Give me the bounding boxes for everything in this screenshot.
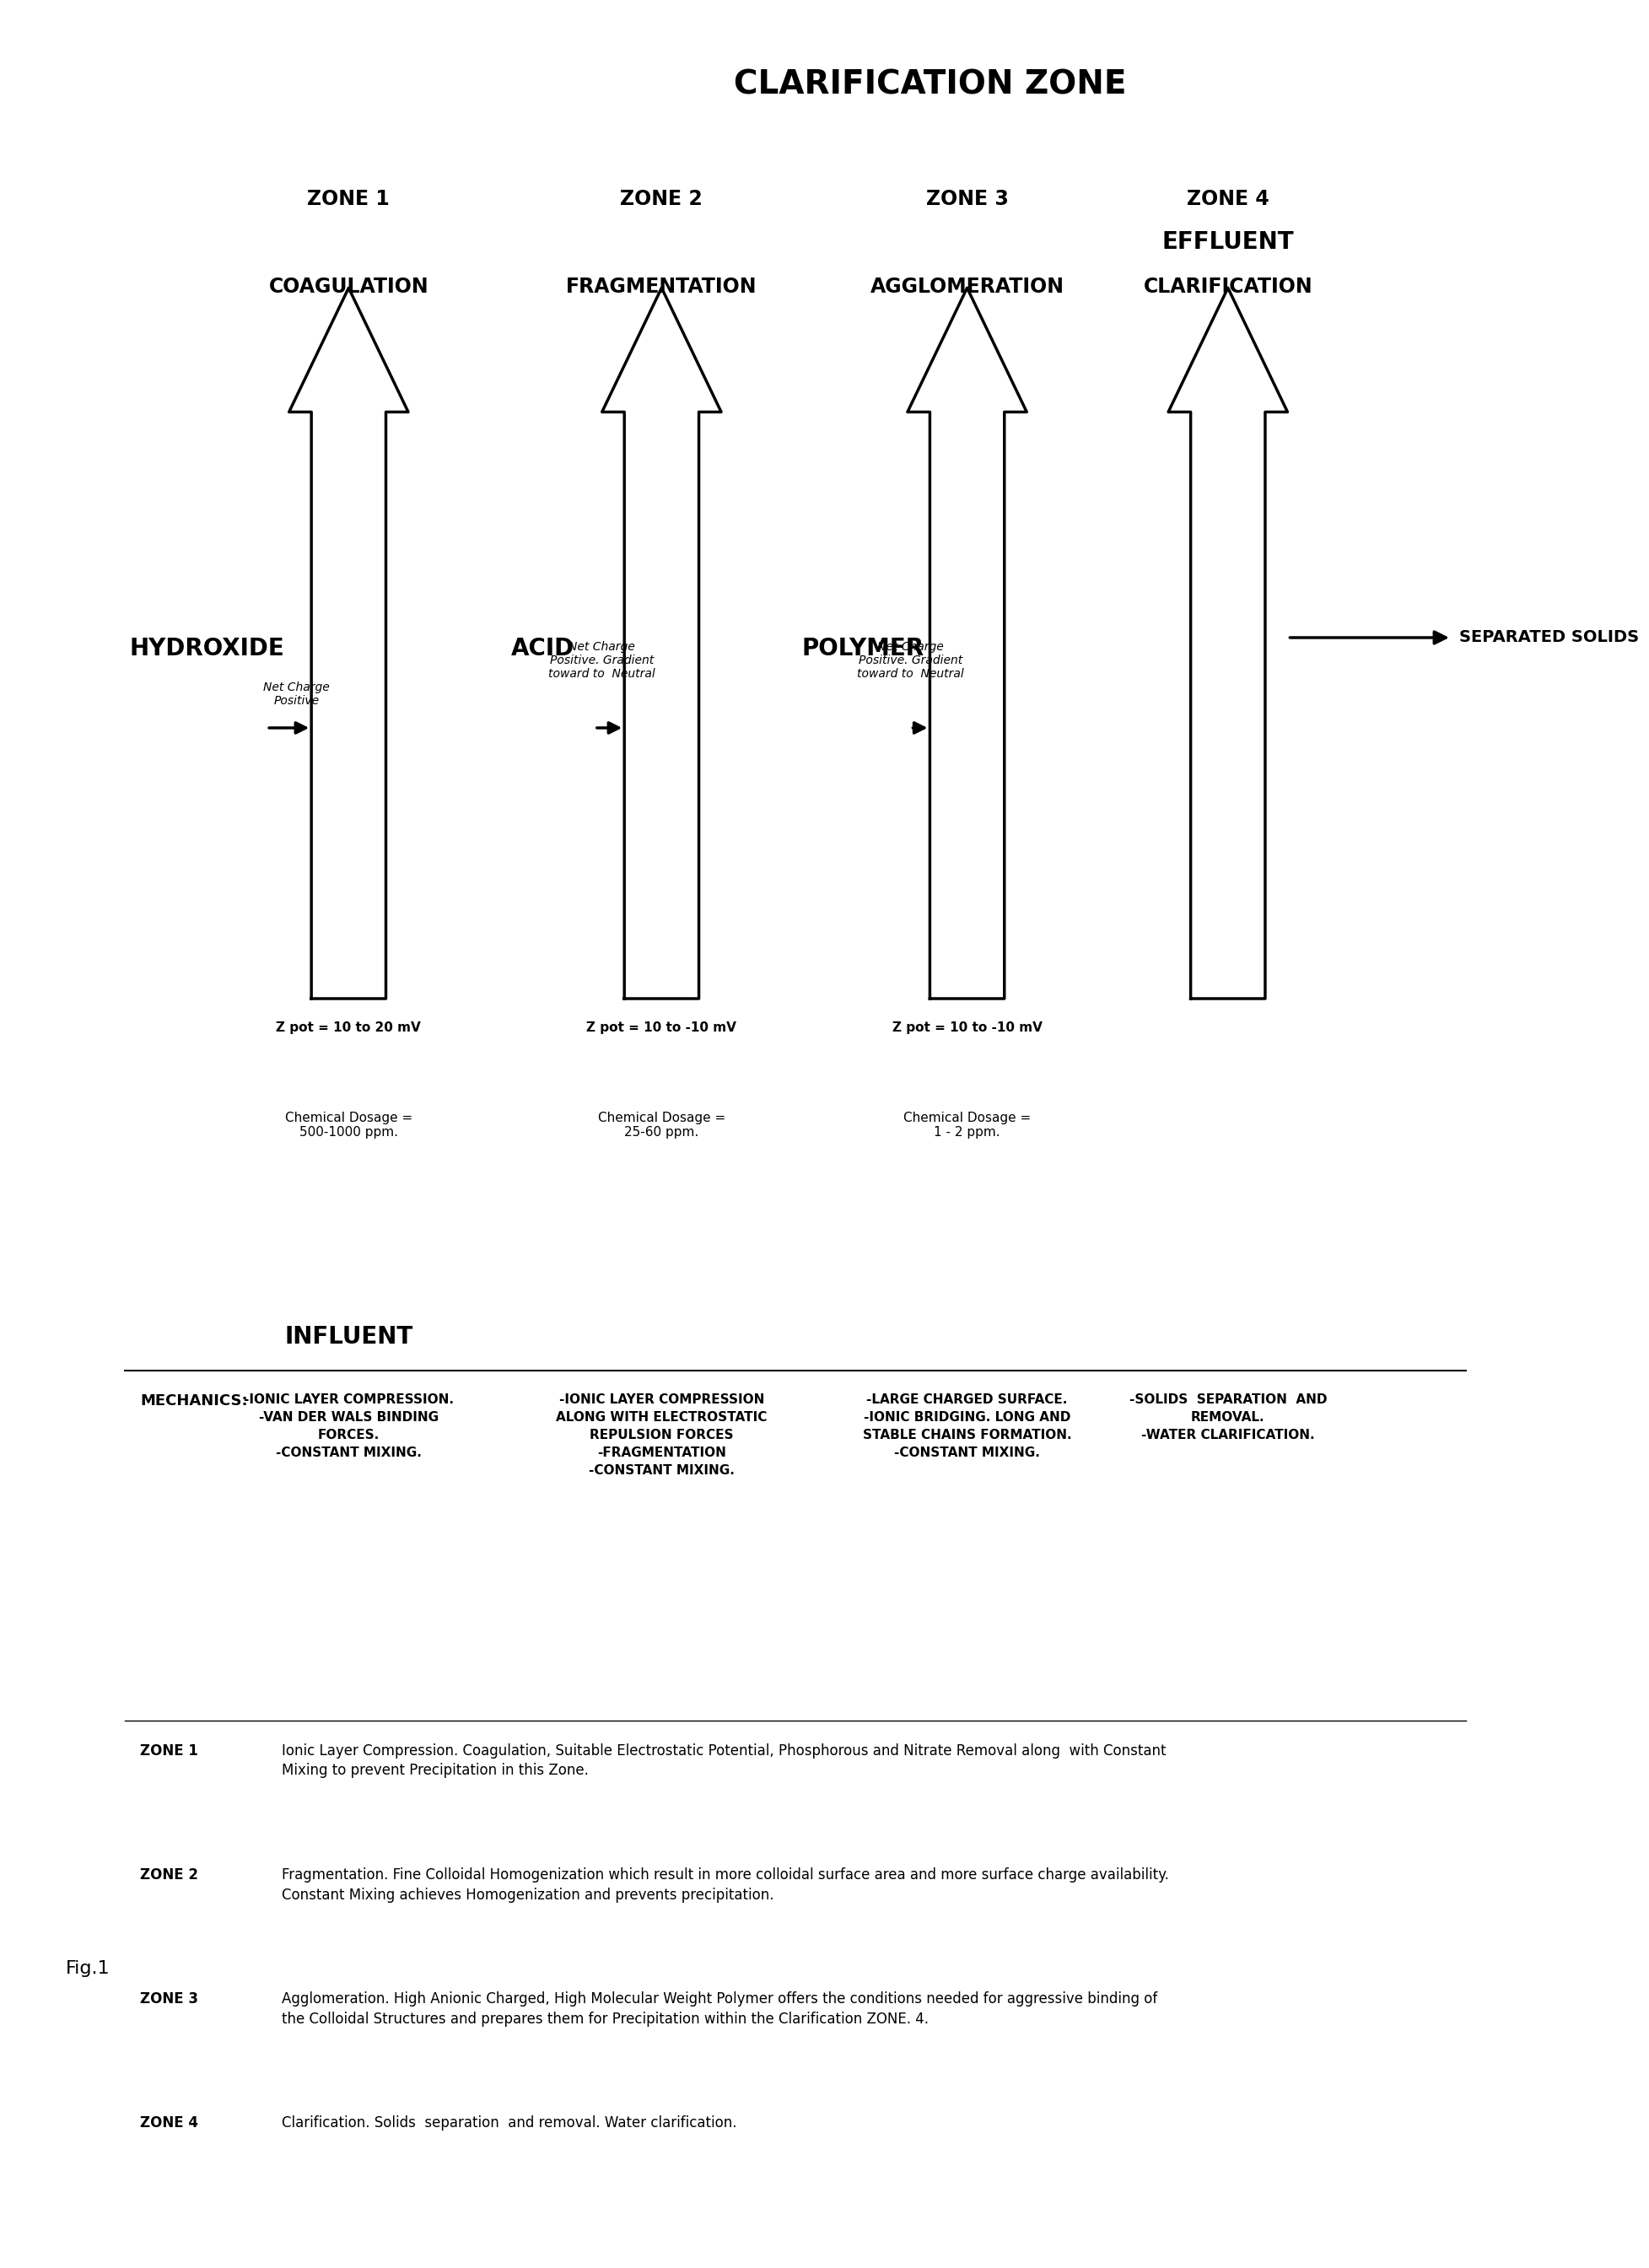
Text: ACID: ACID [511,637,574,660]
Text: -LARGE CHARGED SURFACE.
-IONIC BRIDGING. LONG AND
STABLE CHAINS FORMATION.
-CONS: -LARGE CHARGED SURFACE. -IONIC BRIDGING.… [862,1393,1070,1458]
Text: COAGULATION: COAGULATION [269,277,429,297]
Polygon shape [289,288,407,998]
Text: ZONE 1: ZONE 1 [140,1744,198,1758]
Text: ZONE 4: ZONE 4 [140,2116,198,2130]
Text: AGGLOMERATION: AGGLOMERATION [869,277,1064,297]
Text: Z pot = 10 to -10 mV: Z pot = 10 to -10 mV [587,1021,735,1034]
Text: -IONIC LAYER COMPRESSION
ALONG WITH ELECTROSTATIC
REPULSION FORCES
-FRAGMENTATIO: -IONIC LAYER COMPRESSION ALONG WITH ELEC… [556,1393,767,1476]
Text: Z pot = 10 to 20 mV: Z pot = 10 to 20 mV [275,1021,420,1034]
Text: Net Charge
Positive. Gradient
toward to  Neutral: Net Charge Positive. Gradient toward to … [856,640,963,680]
Text: MECHANICS:: MECHANICS: [140,1393,247,1408]
Text: ZONE 2: ZONE 2 [620,188,702,209]
Text: ZONE 4: ZONE 4 [1186,188,1268,209]
Text: CLARIFICATION: CLARIFICATION [1143,277,1313,297]
Polygon shape [907,288,1026,998]
Text: ZONE 3: ZONE 3 [925,188,1008,209]
Text: Net Charge
Positive: Net Charge Positive [264,680,330,708]
Text: Fragmentation. Fine Colloidal Homogenization which result in more colloidal surf: Fragmentation. Fine Colloidal Homogeniza… [282,1867,1167,1903]
Text: FRAGMENTATION: FRAGMENTATION [566,277,757,297]
Polygon shape [602,288,721,998]
Text: POLYMER: POLYMER [801,637,923,660]
Text: Clarification. Solids  separation  and removal. Water clarification.: Clarification. Solids separation and rem… [282,2116,735,2130]
Text: ZONE 1: ZONE 1 [307,188,389,209]
Text: Fig.1: Fig.1 [66,1960,110,1978]
Text: Z pot = 10 to -10 mV: Z pot = 10 to -10 mV [892,1021,1042,1034]
Text: EFFLUENT: EFFLUENT [1161,231,1293,254]
Text: SEPARATED SOLIDS: SEPARATED SOLIDS [1458,631,1637,646]
Text: INFLUENT: INFLUENT [284,1325,412,1349]
Text: Chemical Dosage =
1 - 2 ppm.: Chemical Dosage = 1 - 2 ppm. [904,1111,1031,1139]
Text: Chemical Dosage =
500-1000 ppm.: Chemical Dosage = 500-1000 ppm. [285,1111,412,1139]
Text: Chemical Dosage =
25-60 ppm.: Chemical Dosage = 25-60 ppm. [597,1111,726,1139]
Text: Net Charge
Positive. Gradient
toward to  Neutral: Net Charge Positive. Gradient toward to … [547,640,655,680]
Text: HYDROXIDE: HYDROXIDE [130,637,284,660]
Text: Ionic Layer Compression. Coagulation, Suitable Electrostatic Potential, Phosphor: Ionic Layer Compression. Coagulation, Su… [282,1744,1166,1778]
Polygon shape [1167,288,1286,998]
Text: ZONE 2: ZONE 2 [140,1867,198,1882]
Text: Agglomeration. High Anionic Charged, High Molecular Weight Polymer offers the co: Agglomeration. High Anionic Charged, Hig… [282,1991,1156,2028]
Text: CLARIFICATION ZONE: CLARIFICATION ZONE [734,68,1126,100]
Text: ZONE 3: ZONE 3 [140,1991,198,2007]
Text: -IONIC LAYER COMPRESSION.
-VAN DER WALS BINDING
FORCES.
-CONSTANT MIXING.: -IONIC LAYER COMPRESSION. -VAN DER WALS … [244,1393,453,1458]
Text: -SOLIDS  SEPARATION  AND
REMOVAL.
-WATER CLARIFICATION.: -SOLIDS SEPARATION AND REMOVAL. -WATER C… [1128,1393,1326,1442]
